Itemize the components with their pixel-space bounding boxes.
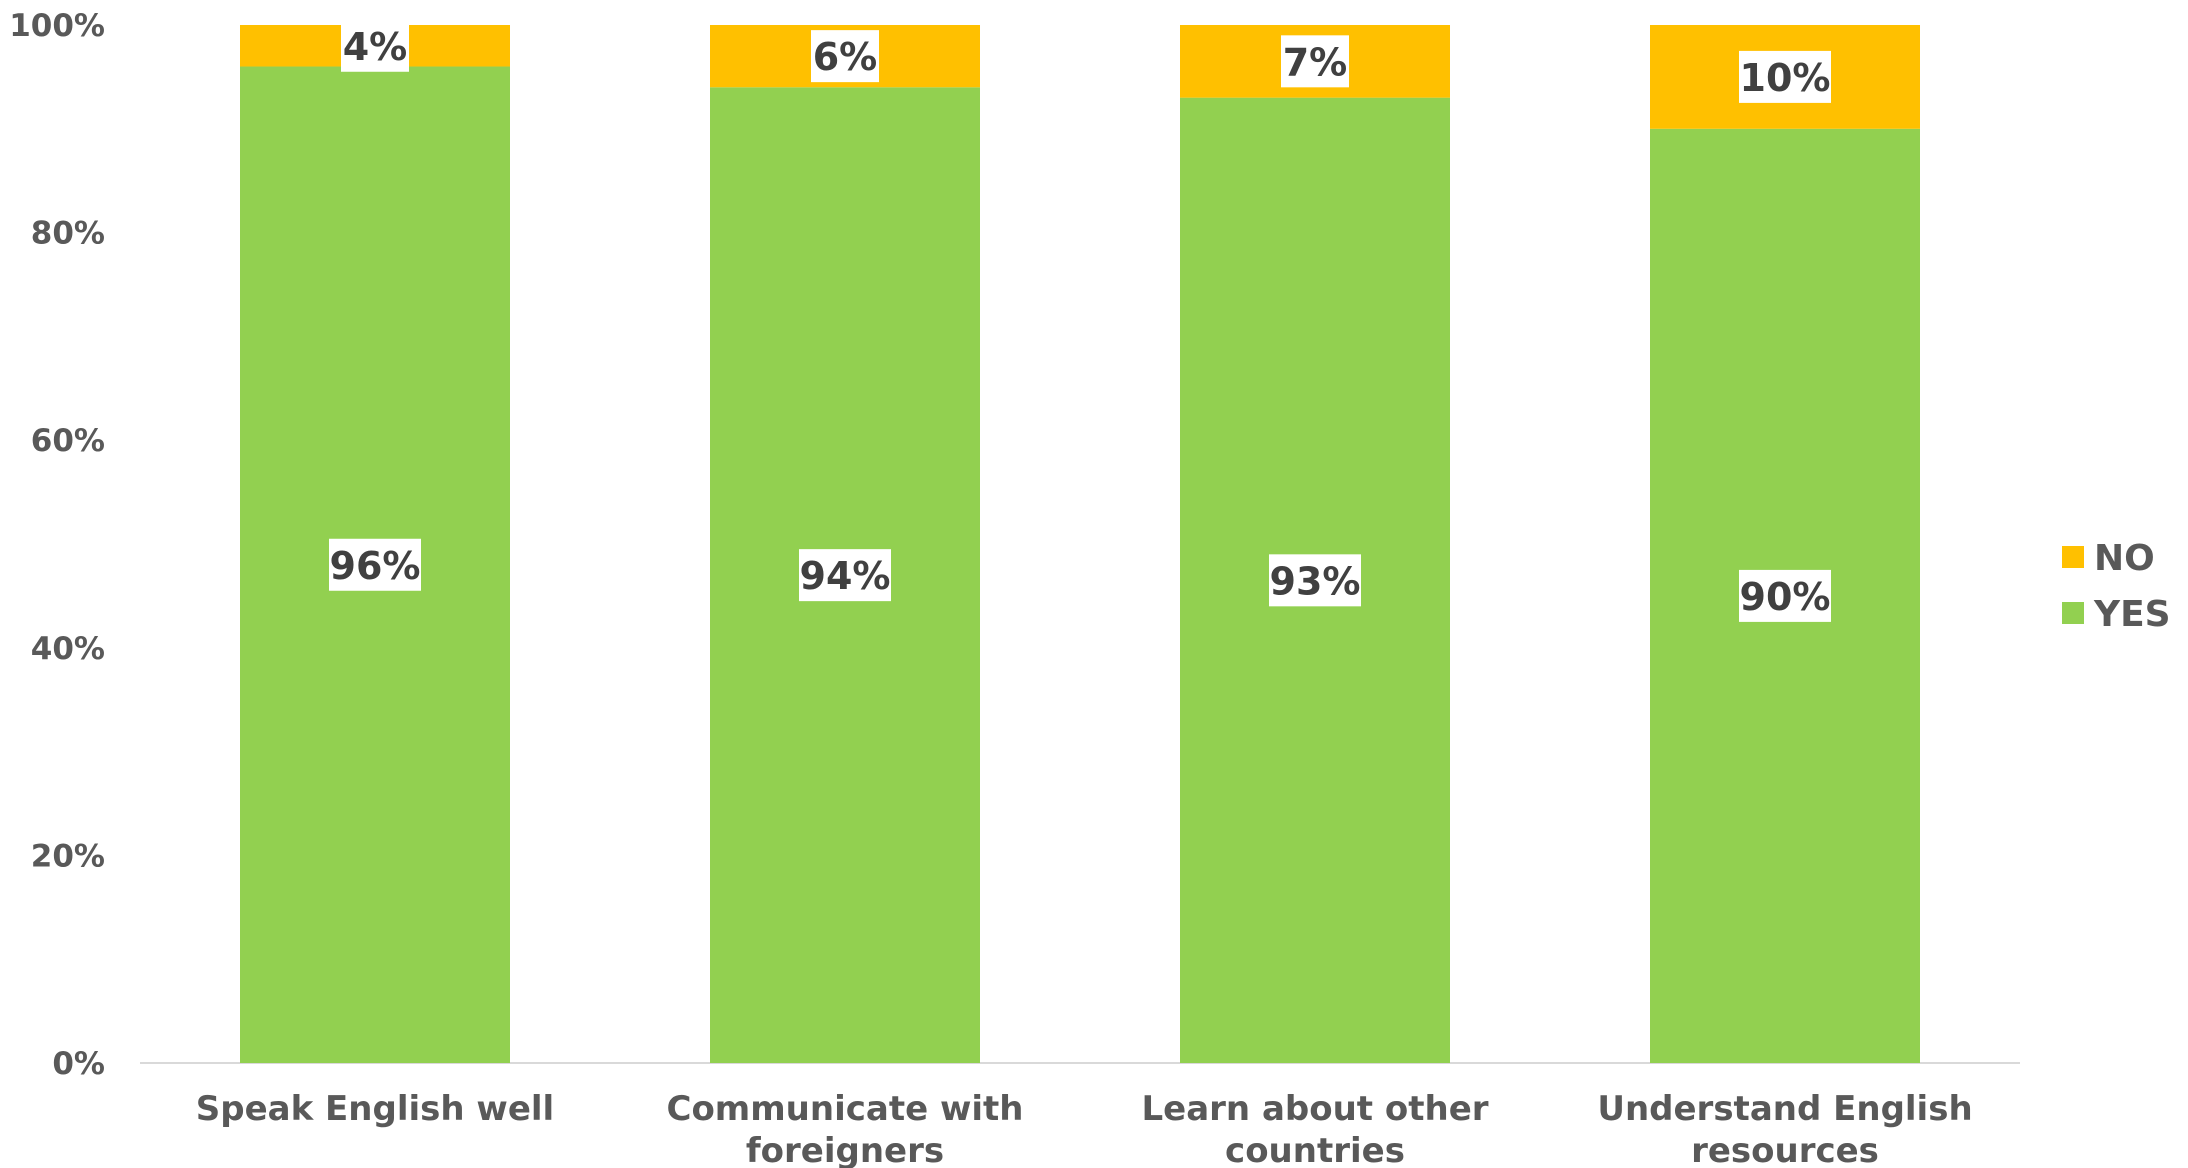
x-category-label: Communicate with bbox=[667, 1089, 1024, 1129]
x-category-label: Learn about other bbox=[1141, 1089, 1488, 1129]
legend-label-no: NO bbox=[2094, 538, 2155, 579]
data-label-no: 7% bbox=[1283, 40, 1348, 84]
data-label-no: 6% bbox=[813, 35, 878, 79]
x-category-label: Speak English well bbox=[196, 1089, 554, 1129]
x-category-label: resources bbox=[1691, 1131, 1879, 1168]
y-tick-label: 100% bbox=[9, 8, 105, 44]
data-label-yes: 93% bbox=[1270, 559, 1361, 603]
data-label-box bbox=[799, 549, 891, 602]
data-label-box bbox=[341, 19, 409, 72]
data-label-box bbox=[1739, 50, 1831, 103]
data-labels: 96% 4% 94% 6% 93% 7% 90% 10% bbox=[329, 19, 1831, 622]
x-category-label: foreigners bbox=[746, 1131, 944, 1168]
data-label-yes: 96% bbox=[330, 544, 421, 588]
axes: 0% 20% 40% 60% 80% 100% Speak English well Comm… bbox=[9, 8, 2020, 1168]
legend-swatch-yes bbox=[2062, 602, 2084, 624]
data-label-yes: 94% bbox=[800, 554, 891, 598]
data-label-yes: 90% bbox=[1740, 575, 1831, 619]
legend: NO YES bbox=[2062, 538, 2171, 635]
y-tick-label: 0% bbox=[52, 1046, 105, 1082]
data-label-no: 10% bbox=[1740, 56, 1831, 100]
data-label-box bbox=[329, 538, 421, 591]
y-tick-label: 40% bbox=[31, 631, 105, 667]
x-category-label: countries bbox=[1225, 1131, 1405, 1168]
legend-swatch-no bbox=[2062, 546, 2084, 568]
y-tick-label: 80% bbox=[31, 216, 105, 252]
data-label-box bbox=[1269, 554, 1361, 607]
data-label-box bbox=[1739, 569, 1831, 622]
x-category-label: Understand English bbox=[1597, 1089, 1972, 1129]
bars bbox=[240, 25, 1920, 1064]
y-tick-label: 60% bbox=[31, 423, 105, 459]
legend-label-yes: YES bbox=[2093, 594, 2171, 635]
data-label-no: 4% bbox=[343, 25, 408, 69]
y-tick-label: 20% bbox=[31, 838, 105, 874]
data-label-box bbox=[811, 30, 879, 83]
data-label-box bbox=[1281, 35, 1349, 88]
